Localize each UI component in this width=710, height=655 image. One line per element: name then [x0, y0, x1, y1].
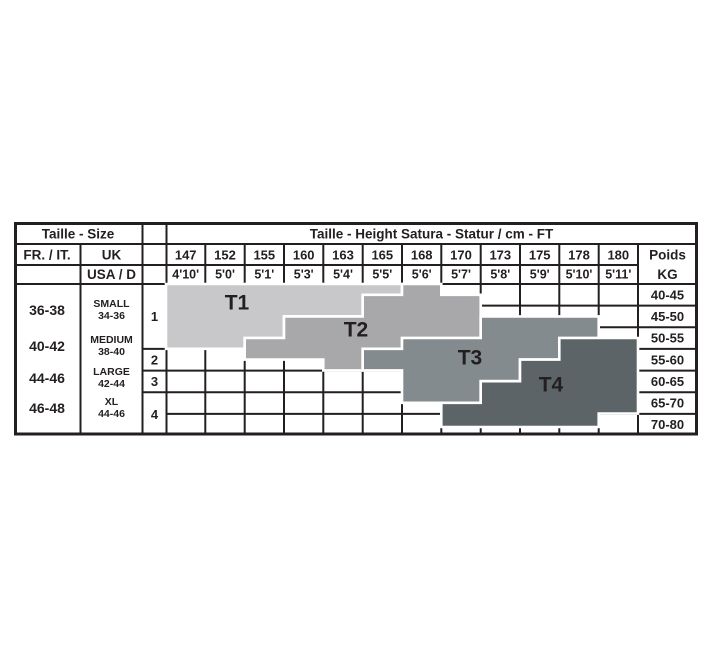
height-cm: 160 [293, 248, 315, 263]
table-outer-border [14, 222, 698, 436]
band-t2-region [243, 282, 483, 372]
height-ft: 5'6' [412, 268, 432, 282]
size-uk: XL [105, 396, 119, 408]
weight-kg: 50-55 [651, 331, 684, 346]
height-ft: 5'10' [566, 268, 593, 282]
weight-kg: 45-50 [651, 309, 684, 324]
size-fr-it: 46-48 [29, 400, 65, 416]
height-cm: 165 [371, 248, 393, 263]
height-cm: 175 [529, 248, 551, 263]
size-header: Taille - Size [42, 227, 115, 242]
band-t1-label: T1 [225, 292, 250, 315]
size-fr-it: 36-38 [29, 302, 65, 318]
height-cm: 173 [489, 248, 511, 263]
poids-header-line1: Poids [649, 248, 686, 263]
height-ft: 5'1' [254, 268, 274, 282]
height-ft: 5'8' [490, 268, 510, 282]
height-cm: 168 [411, 248, 433, 263]
size-fr-it: 40-42 [29, 338, 65, 354]
col-header-uk: UK [102, 248, 122, 263]
weight-kg: 40-45 [651, 287, 684, 302]
size-uk: MEDIUM [90, 334, 133, 346]
band-t3-label: T3 [458, 347, 483, 370]
height-header: Taille - Height Satura - Statur / cm - F… [310, 227, 554, 242]
height-ft: 5'5' [372, 268, 392, 282]
height-cm: 170 [450, 248, 472, 263]
size-uk: SMALL [93, 298, 130, 310]
size-fr-it: 44-46 [29, 370, 65, 386]
height-ft: 5'0' [215, 268, 235, 282]
height-cm: 178 [568, 248, 590, 263]
band-t4-label: T4 [539, 374, 564, 397]
height-cm: 152 [214, 248, 236, 263]
size-uk: 44-46 [98, 408, 125, 420]
size-chart-svg: T1 T2 T3 T4 Taille - Size Taille - Heigh… [14, 222, 698, 436]
height-ft: 5'4' [333, 268, 353, 282]
weight-kg: 65-70 [651, 396, 684, 411]
col-header-usa-d: USA / D [87, 267, 136, 282]
height-cm: 155 [253, 248, 275, 263]
weight-kg: 55-60 [651, 352, 684, 367]
height-ft: 5'11' [605, 268, 631, 282]
size-chart-table: T1 T2 T3 T4 Taille - Size Taille - Heigh… [14, 222, 698, 442]
height-ft: 5'9' [530, 268, 550, 282]
height-cm: 163 [332, 248, 354, 263]
size-uk: 42-44 [98, 378, 125, 390]
height-cm: 180 [607, 248, 629, 263]
band-t4-region [439, 336, 640, 429]
band-t2-label: T2 [344, 319, 369, 342]
size-uk: LARGE [93, 366, 130, 378]
size-number: 1 [151, 309, 158, 324]
size-number: 3 [151, 374, 158, 389]
size-uk: 38-40 [98, 346, 125, 358]
weight-kg: 70-80 [651, 417, 684, 432]
weight-kg: 60-65 [651, 374, 684, 389]
col-header-fr-it: FR. / IT. [23, 248, 70, 263]
height-ft: 5'3' [294, 268, 314, 282]
size-number: 2 [151, 352, 158, 367]
poids-header-line2: KG [657, 267, 677, 282]
height-ft: 4'10' [172, 268, 199, 282]
height-ft: 5'7' [451, 268, 471, 282]
size-uk: 34-36 [98, 310, 125, 322]
height-cm: 147 [175, 248, 197, 263]
size-number: 4 [151, 407, 159, 422]
